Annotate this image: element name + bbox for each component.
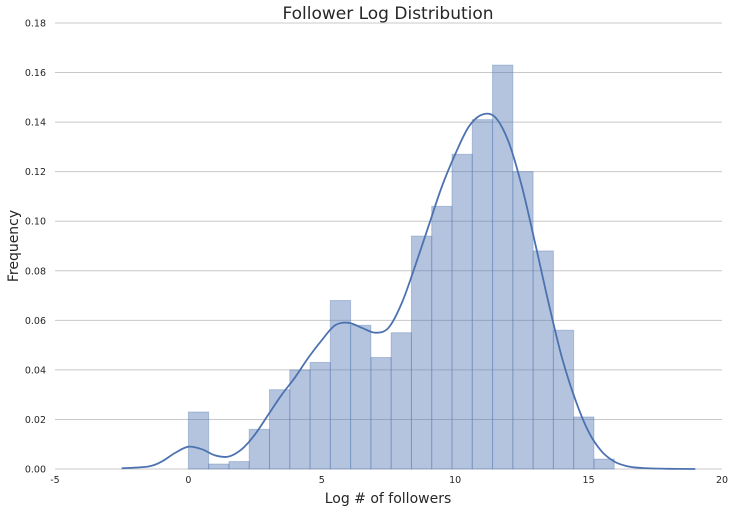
- y-tick-label: 0.14: [25, 118, 46, 129]
- histogram-bar: [552, 329, 575, 470]
- histogram-bar: [532, 250, 554, 470]
- histogram-bar: [512, 171, 534, 470]
- histogram-bar: [451, 153, 473, 470]
- y-tick-label: 0.08: [25, 266, 46, 277]
- histogram-bar: [350, 324, 372, 470]
- histogram-bar: [309, 361, 331, 470]
- histogram-bar: [593, 458, 615, 470]
- histogram-bar: [410, 235, 433, 470]
- histogram-bar: [573, 416, 595, 470]
- histogram-bar: [208, 463, 230, 470]
- y-tick-label: 0.04: [25, 365, 46, 376]
- histogram-bar: [289, 369, 311, 470]
- histogram-bar: [431, 205, 453, 470]
- y-tick-label: 0.02: [25, 415, 46, 426]
- histogram-bar: [370, 357, 392, 470]
- x-tick-labels: -5 0 5 10 15 20: [50, 475, 728, 486]
- y-tick-labels: 0.00 0.02 0.04 0.06 0.08 0.10 0.12 0.14 0.16 0.18: [25, 19, 46, 476]
- grid-lines: [55, 22, 722, 470]
- x-tick-label: 15: [583, 475, 595, 486]
- chart-title: Follower Log Distribution: [282, 4, 493, 24]
- histogram-bar: [329, 300, 352, 470]
- y-axis-label: Frequency: [6, 210, 22, 282]
- kde-curve: [121, 112, 696, 470]
- x-tick-label: 10: [449, 475, 461, 486]
- histogram-bar: [492, 64, 514, 470]
- y-tick-label: 0.16: [25, 68, 46, 79]
- histogram-bar: [248, 428, 271, 470]
- x-tick-label: 0: [185, 475, 191, 486]
- y-tick-label: 0.00: [25, 465, 46, 476]
- histogram-bar: [390, 332, 412, 470]
- histogram-bar: [228, 461, 250, 470]
- x-tick-label: 5: [319, 475, 325, 486]
- histogram-bar: [471, 119, 494, 470]
- x-axis-label: Log # of followers: [325, 491, 452, 507]
- y-tick-label: 0.18: [25, 19, 46, 30]
- histogram-bar: [187, 411, 210, 470]
- y-tick-label: 0.10: [25, 217, 46, 228]
- y-tick-label: 0.12: [25, 167, 46, 178]
- histogram-bar: [269, 389, 291, 470]
- x-tick-label: 20: [716, 475, 728, 486]
- y-tick-label: 0.06: [25, 316, 46, 327]
- histogram-bars: [187, 64, 615, 470]
- x-tick-label: -5: [50, 475, 59, 486]
